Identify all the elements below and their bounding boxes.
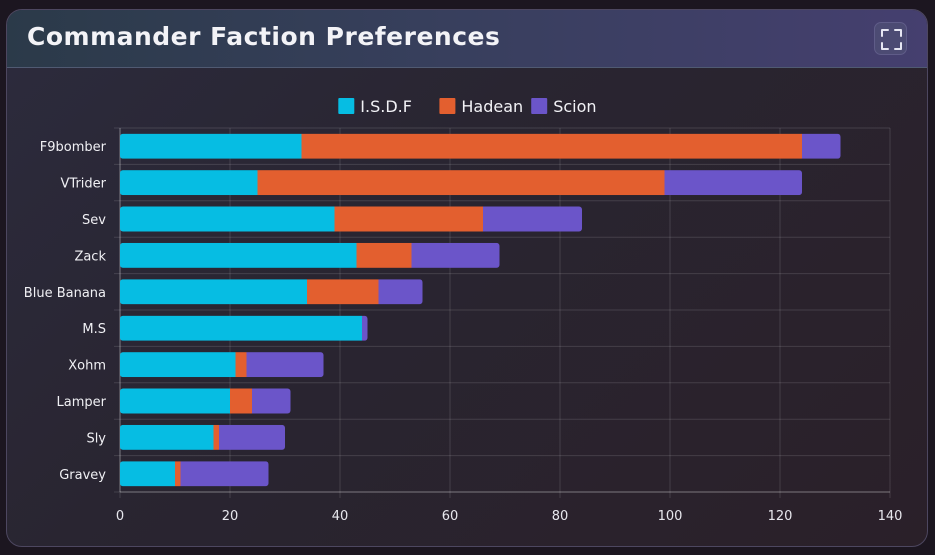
category-label: F9bomber xyxy=(40,140,107,155)
category-label: Sly xyxy=(86,431,106,446)
bar-segment xyxy=(301,133,802,159)
bar-segment xyxy=(120,315,362,341)
card-header: Commander Faction Preferences xyxy=(7,10,927,68)
bar-segment xyxy=(664,170,802,196)
card-title: Commander Faction Preferences xyxy=(27,22,501,51)
bar-segment xyxy=(230,388,252,414)
bar-segment xyxy=(120,206,335,232)
category-label: M.S xyxy=(82,322,106,337)
bar-segment xyxy=(120,352,236,378)
legend-label: I.S.D.F xyxy=(360,97,412,116)
bar-segment xyxy=(175,461,181,487)
category-label: Lamper xyxy=(57,395,107,410)
bar-segment xyxy=(120,388,230,414)
legend-label: Scion xyxy=(553,97,596,116)
bar-segment xyxy=(356,242,412,268)
bar-segment xyxy=(120,133,302,159)
bar-segment xyxy=(180,461,269,487)
category-label: Xohm xyxy=(68,359,106,374)
bar-segment xyxy=(362,315,368,341)
x-tick-label: 140 xyxy=(878,509,903,524)
bar-segment xyxy=(120,461,175,487)
x-tick-label: 20 xyxy=(222,509,239,524)
expand-button[interactable] xyxy=(874,22,907,55)
category-label: Sev xyxy=(82,213,106,228)
bar-segment xyxy=(246,352,324,378)
legend-label: Hadean xyxy=(461,97,523,116)
bar-segment xyxy=(483,206,582,232)
bar-segment xyxy=(120,424,214,450)
legend-swatch xyxy=(439,98,456,114)
chart-card: Commander Faction Preferences xyxy=(6,9,928,547)
bar-segment xyxy=(120,170,258,196)
x-tick-label: 60 xyxy=(442,509,459,524)
category-label: Gravey xyxy=(59,468,106,483)
x-tick-label: 0 xyxy=(116,509,124,524)
x-tick-label: 120 xyxy=(768,509,793,524)
x-tick-label: 40 xyxy=(332,509,349,524)
bar-segment xyxy=(213,424,219,450)
bar-segment xyxy=(257,170,665,196)
bar-segment xyxy=(219,424,285,450)
bar-segment xyxy=(252,388,291,414)
category-label: Zack xyxy=(74,249,106,264)
category-label: VTrider xyxy=(61,177,107,192)
bar-segment xyxy=(235,352,247,378)
legend-swatch xyxy=(338,98,355,114)
bar-segment xyxy=(120,242,357,268)
bar-segment xyxy=(802,133,841,159)
legend-swatch xyxy=(531,98,548,114)
bar-segment xyxy=(307,279,379,305)
x-tick-label: 100 xyxy=(658,509,683,524)
bar-segment xyxy=(334,206,483,232)
bar-segment xyxy=(411,242,500,268)
bar-segment xyxy=(120,279,307,305)
category-label: Blue Banana xyxy=(24,286,106,301)
bar-segment xyxy=(378,279,423,305)
expand-fullscreen-icon xyxy=(881,29,902,50)
x-tick-label: 80 xyxy=(552,509,569,524)
